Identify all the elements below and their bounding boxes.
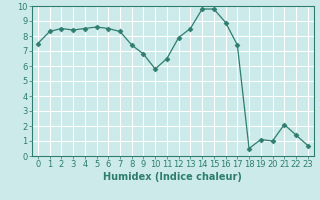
X-axis label: Humidex (Indice chaleur): Humidex (Indice chaleur) xyxy=(103,172,242,182)
